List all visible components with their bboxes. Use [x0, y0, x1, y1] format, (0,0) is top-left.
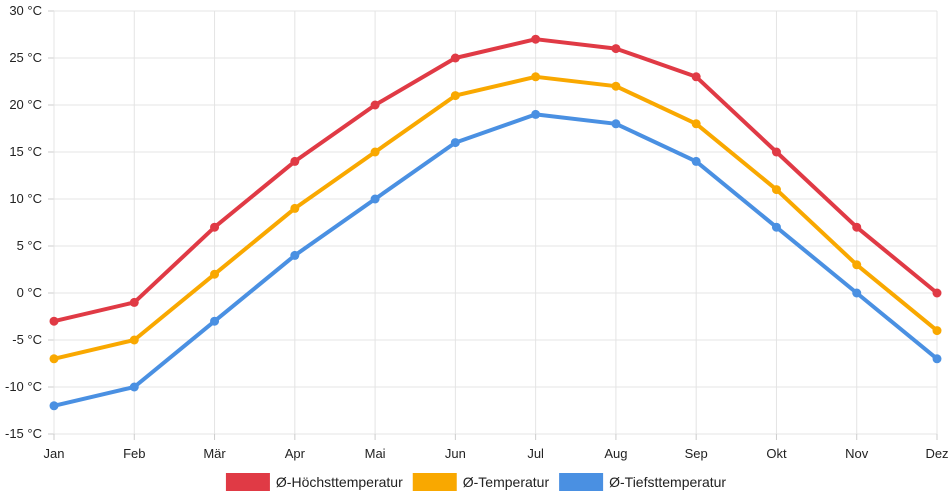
data-point[interactable]: [691, 119, 701, 129]
data-point[interactable]: [370, 100, 380, 110]
data-point[interactable]: [210, 316, 220, 326]
series-1: [49, 72, 942, 364]
data-point[interactable]: [531, 34, 541, 44]
y-tick-label: 30 °C: [9, 3, 42, 18]
series-0: [49, 34, 942, 326]
x-tick-label: Nov: [845, 446, 869, 461]
grid: [48, 10, 938, 440]
x-tick-label: Jun: [445, 446, 466, 461]
data-point[interactable]: [290, 156, 300, 166]
data-point[interactable]: [771, 185, 781, 195]
x-tick-label: Sep: [685, 446, 708, 461]
data-point[interactable]: [450, 91, 460, 101]
data-point[interactable]: [450, 138, 460, 148]
y-tick-label: -15 °C: [5, 426, 42, 441]
data-point[interactable]: [531, 72, 541, 82]
y-tick-label: 15 °C: [9, 144, 42, 159]
series-line: [52, 37, 939, 324]
data-point[interactable]: [290, 250, 300, 260]
data-point[interactable]: [129, 335, 139, 345]
legend-swatch[interactable]: [412, 473, 457, 491]
x-axis: Jan Feb Mär Apr Mai Jun Jul Aug Sep Okt Nov Dez: [44, 446, 949, 461]
data-point[interactable]: [49, 354, 59, 364]
data-point[interactable]: [852, 288, 862, 298]
y-tick-label: -5 °C: [12, 332, 42, 347]
x-tick-label: Jan: [44, 446, 65, 461]
data-point[interactable]: [290, 203, 300, 213]
data-point[interactable]: [611, 44, 621, 54]
legend-label: Ø-Tiefsttemperatur: [609, 474, 726, 490]
data-point[interactable]: [691, 72, 701, 82]
series-2: [49, 109, 942, 411]
data-point[interactable]: [49, 401, 59, 411]
data-point[interactable]: [450, 53, 460, 63]
x-tick-label: Feb: [123, 446, 145, 461]
data-point[interactable]: [370, 194, 380, 204]
x-tick-label: Jul: [527, 446, 544, 461]
y-tick-label: 5 °C: [17, 238, 42, 253]
data-point[interactable]: [129, 382, 139, 392]
legend-label: Ø-Höchsttemperatur: [276, 474, 403, 490]
y-axis: -15 °C -10 °C -5 °C 0 °C 5 °C 10 °C 15 °C 20 °C…: [5, 3, 42, 441]
legend-swatch[interactable]: [225, 473, 270, 491]
series-lines: [49, 34, 942, 411]
data-point[interactable]: [210, 269, 220, 279]
data-point[interactable]: [49, 316, 59, 326]
data-point[interactable]: [771, 147, 781, 157]
data-point[interactable]: [611, 81, 621, 91]
y-tick-label: 0 °C: [17, 285, 42, 300]
x-tick-label: Mai: [365, 446, 386, 461]
x-tick-label: Okt: [766, 446, 787, 461]
data-point[interactable]: [932, 354, 942, 364]
data-point[interactable]: [210, 222, 220, 232]
x-tick-label: Aug: [604, 446, 627, 461]
y-tick-label: 10 °C: [9, 191, 42, 206]
data-point[interactable]: [531, 109, 541, 119]
data-point[interactable]: [771, 222, 781, 232]
x-tick-label: Apr: [285, 446, 306, 461]
y-tick-label: 25 °C: [9, 50, 42, 65]
legend-label: Ø-Temperatur: [463, 474, 550, 490]
y-tick-label: 20 °C: [9, 97, 42, 112]
data-point[interactable]: [129, 297, 139, 307]
y-tick-label: -10 °C: [5, 379, 42, 394]
data-point[interactable]: [852, 222, 862, 232]
data-point[interactable]: [932, 288, 942, 298]
data-point[interactable]: [852, 260, 862, 270]
data-point[interactable]: [370, 147, 380, 157]
data-point[interactable]: [932, 326, 942, 336]
legend: Ø-Höchsttemperatur Ø-Temperatur Ø-Tiefstte…: [225, 473, 726, 491]
data-point[interactable]: [691, 156, 701, 166]
data-point[interactable]: [611, 119, 621, 129]
series-line: [52, 74, 939, 361]
series-line: [52, 112, 939, 408]
legend-swatch[interactable]: [559, 473, 604, 491]
x-tick-label: Mär: [203, 446, 226, 461]
x-tick-label: Dez: [925, 446, 948, 461]
